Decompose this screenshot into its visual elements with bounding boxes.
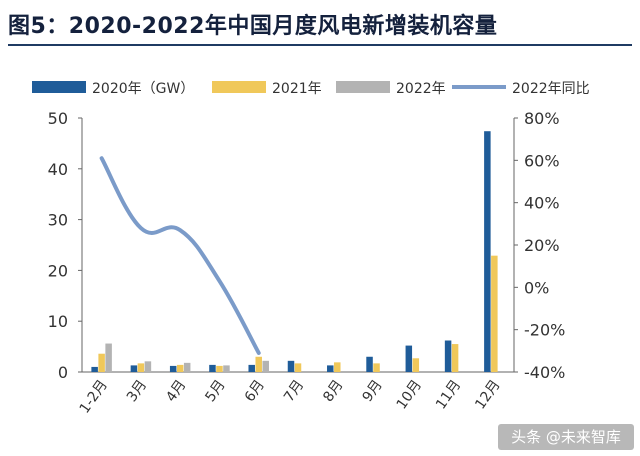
bar (294, 363, 302, 372)
bar (91, 366, 98, 372)
y-right-tick-label: 40% (524, 194, 560, 213)
y-left-tick-label: 10 (48, 312, 68, 331)
legend-label: 2022年同比 (512, 81, 590, 97)
y-right-tick-label: -40% (524, 363, 565, 382)
bar (223, 365, 230, 372)
bar (248, 364, 255, 372)
legend: 2020年（GW） 2021年 2022年 2022年同比 (32, 81, 590, 97)
x-tick-label: 1-2月 (77, 377, 111, 416)
bar (491, 255, 498, 372)
x-tick-label: 9月 (360, 377, 386, 405)
lines (99, 156, 261, 355)
bar (183, 362, 191, 372)
watermark: 头条 @未来智库 (498, 424, 634, 450)
legend-swatch (32, 81, 86, 93)
title-rule (8, 44, 632, 46)
legend-label: 2022年 (396, 81, 446, 97)
bar (484, 131, 491, 372)
bar (144, 361, 152, 372)
y-right-tick-label: 20% (524, 236, 560, 255)
bar (130, 365, 138, 372)
y-left-tick-label: 30 (48, 211, 68, 230)
legend-label: 2020年（GW） (92, 81, 194, 97)
bar (169, 365, 177, 372)
x-tick-label: 10月 (394, 377, 425, 412)
y-right-tick-label: -20% (524, 321, 565, 340)
y-left-tick-label: 0 (58, 363, 68, 382)
bar (334, 362, 341, 372)
y-left-tick-label: 40 (48, 160, 68, 179)
y-left-tick-label: 50 (48, 109, 68, 128)
page-title: 图5：2020-2022年中国月度风电新增装机容量 (8, 14, 498, 39)
bar (412, 358, 420, 372)
x-tick-label: 8月 (320, 377, 346, 405)
bar (451, 344, 459, 372)
bar (98, 353, 105, 372)
series-line (99, 156, 261, 355)
x-tick-label: 12月 (472, 377, 503, 412)
x-tick-label: 4月 (163, 377, 189, 405)
y-right-tick-label: 60% (524, 151, 560, 170)
bar (373, 363, 380, 372)
watermark-text: 头条 @未来智库 (511, 428, 621, 446)
legend-swatch (212, 81, 266, 93)
bar (105, 343, 112, 372)
bar (444, 340, 452, 372)
y-left-tick-label: 20 (48, 261, 68, 280)
y-right-tick-label: 0% (524, 278, 549, 297)
bar (255, 356, 262, 372)
legend-label: 2021年 (272, 81, 322, 97)
x-tick-label: 6月 (242, 377, 268, 405)
x-tick-label: 3月 (124, 377, 150, 405)
y-right-tick-label: 80% (524, 109, 560, 128)
bar (209, 364, 216, 372)
x-tick-label: 5月 (202, 377, 228, 405)
x-tick-label: 11月 (433, 377, 464, 412)
bar (176, 364, 184, 372)
x-tick-label: 7月 (281, 377, 307, 405)
bars (91, 131, 498, 372)
bar (405, 345, 413, 372)
bar (366, 356, 373, 372)
bar (287, 360, 295, 372)
bar (327, 365, 334, 372)
watermark-bg (498, 424, 634, 450)
bar (216, 365, 223, 372)
legend-swatch (336, 81, 390, 93)
bar (137, 363, 145, 372)
bar (262, 360, 269, 372)
